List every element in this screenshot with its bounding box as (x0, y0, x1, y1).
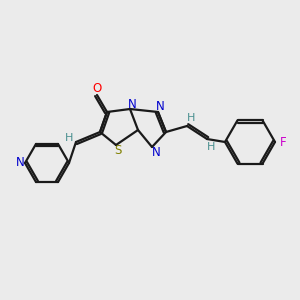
Text: H: H (65, 133, 73, 143)
Text: F: F (280, 136, 286, 148)
Text: N: N (128, 98, 136, 110)
Text: N: N (156, 100, 164, 113)
Text: O: O (92, 82, 102, 95)
Text: H: H (207, 142, 215, 152)
Text: S: S (114, 143, 122, 157)
Text: N: N (152, 146, 160, 158)
Text: H: H (187, 113, 195, 123)
Text: N: N (16, 157, 24, 169)
